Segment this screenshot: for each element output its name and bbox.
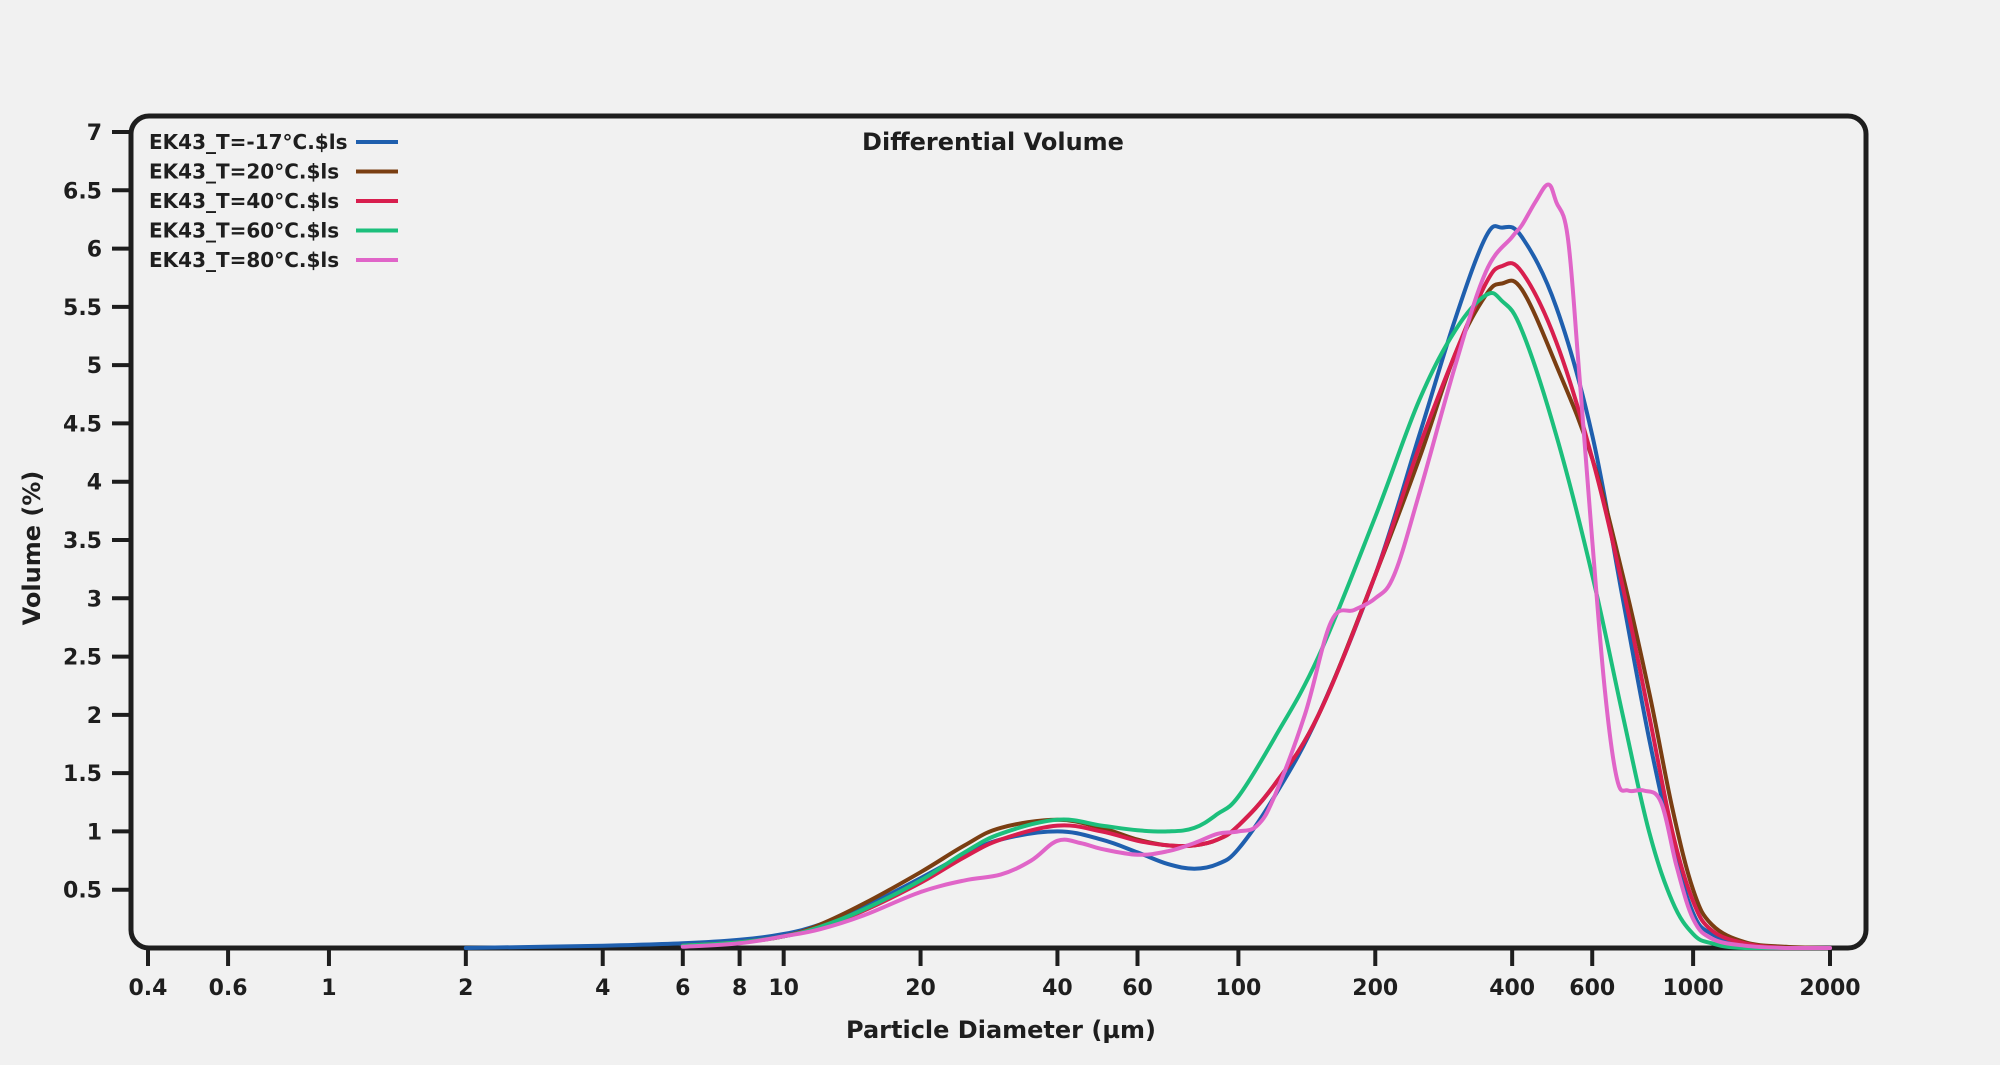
series-line-5 [680, 182, 1832, 950]
y-tick-label: 1 [87, 820, 102, 845]
y-tick-label: 2 [87, 704, 102, 729]
legend-label: EK43_T=80°C.$ls [149, 248, 339, 272]
y-axis: 0.5 1 1.5 2 2.5 3 3.5 4 4.5 5 5.5 6 6.5 7 [63, 121, 131, 904]
x-tick-label: 2000 [1799, 976, 1860, 1001]
y-tick-label: 6 [87, 238, 102, 263]
legend: EK43_T=-17°C.$ls EK43_T=20°C.$ls EK43_T=40… [149, 130, 398, 272]
legend-label: EK43_T=40°C.$ls [149, 189, 339, 213]
legend-label: EK43_T=-17°C.$ls [149, 130, 347, 154]
chart-title: Differential Volume [862, 128, 1124, 156]
series-line-2 [680, 278, 1832, 950]
x-tick-label: 400 [1489, 976, 1535, 1001]
y-tick-label: 3.5 [63, 529, 102, 554]
x-tick-label: 8 [732, 976, 747, 1001]
series-lines [463, 182, 1832, 951]
y-tick-label: 5 [87, 354, 102, 379]
y-tick-label: 2.5 [63, 646, 102, 671]
x-tick-label: 1000 [1662, 976, 1723, 1001]
x-tick-label: 0.6 [209, 976, 248, 1001]
x-tick-label: 10 [768, 976, 799, 1001]
y-tick-label: 5.5 [63, 296, 102, 321]
x-tick-label: 200 [1352, 976, 1398, 1001]
legend-label: EK43_T=20°C.$ls [149, 160, 339, 184]
x-tick-label: 600 [1569, 976, 1615, 1001]
y-tick-label: 3 [87, 587, 102, 612]
plot-frame [128, 113, 1869, 951]
x-axis-title: Particle Diameter (µm) [846, 1016, 1156, 1044]
y-tick-label: 4 [87, 471, 102, 496]
x-tick-label: 4 [595, 976, 610, 1001]
series-line-3 [680, 261, 1832, 950]
y-tick-label: 4.5 [63, 412, 102, 437]
y-tick-label: 0.5 [63, 879, 102, 904]
x-tick-label: 20 [905, 976, 936, 1001]
legend-label: EK43_T=60°C.$ls [149, 219, 339, 243]
x-tick-label: 1 [321, 976, 336, 1001]
series-line-4 [680, 291, 1832, 951]
x-tick-label: 6 [675, 976, 690, 1001]
x-tick-label: 2 [458, 976, 473, 1001]
y-tick-label: 7 [87, 121, 102, 146]
x-axis: 0.4 0.6 1 2 4 6 8 10 20 40 60 100 200 400 600 1000 2000 [129, 948, 1861, 1001]
y-tick-label: 6.5 [63, 179, 102, 204]
y-tick-label: 1.5 [63, 762, 102, 787]
x-tick-label: 0.4 [129, 976, 168, 1001]
x-tick-label: 100 [1215, 976, 1261, 1001]
x-tick-label: 60 [1122, 976, 1153, 1001]
x-tick-label: 40 [1042, 976, 1073, 1001]
y-axis-title: Volume (%) [18, 471, 46, 626]
